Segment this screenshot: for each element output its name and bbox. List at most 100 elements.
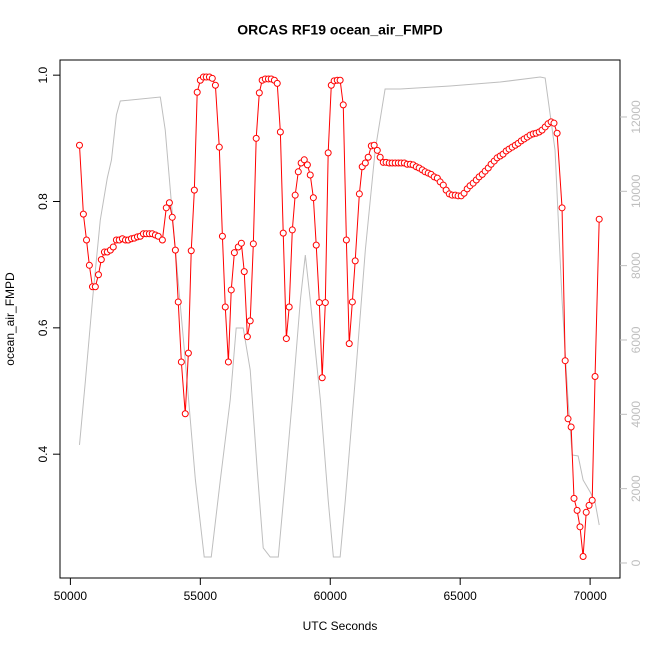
data-point xyxy=(579,553,587,561)
data-point xyxy=(187,247,195,255)
data-point xyxy=(91,283,99,291)
data-point xyxy=(279,229,287,237)
data-point xyxy=(193,88,201,96)
data-point xyxy=(306,171,314,179)
data-point xyxy=(158,236,166,244)
data-point xyxy=(312,241,320,249)
data-point xyxy=(294,168,302,176)
data-point xyxy=(168,213,176,221)
data-point xyxy=(165,199,173,207)
data-point xyxy=(230,249,238,257)
data-point xyxy=(171,246,179,254)
data-point xyxy=(345,340,353,348)
data-point xyxy=(595,215,603,223)
data-point xyxy=(370,141,378,149)
data-point xyxy=(564,415,572,423)
data-point xyxy=(255,89,263,97)
data-point xyxy=(355,190,363,198)
data-point xyxy=(376,153,384,161)
data-point xyxy=(315,299,323,307)
data-point xyxy=(336,76,344,84)
data-point xyxy=(582,508,590,516)
data-point xyxy=(215,143,223,151)
data-point xyxy=(273,79,281,87)
y2-tick-label: 12000 xyxy=(629,100,643,134)
y2-tick-label: 2000 xyxy=(629,475,643,502)
x-tick-label: 55000 xyxy=(184,589,218,603)
data-point xyxy=(174,298,182,306)
data-point xyxy=(561,357,569,365)
y-tick-label: 0.6 xyxy=(36,319,50,336)
y-axis-label: ocean_air_FMPD xyxy=(3,272,17,366)
data-point xyxy=(85,261,93,269)
data-point xyxy=(373,146,381,154)
data-point xyxy=(339,101,347,109)
y-tick-label: 1.0 xyxy=(36,66,50,83)
data-point xyxy=(588,496,596,504)
data-point xyxy=(79,210,87,218)
plot-frame xyxy=(59,59,621,579)
data-point xyxy=(439,181,447,189)
data-point xyxy=(351,257,359,265)
data-point xyxy=(75,141,83,149)
series-line xyxy=(78,76,600,558)
data-point xyxy=(324,149,332,157)
data-point xyxy=(154,232,162,240)
data-point xyxy=(282,335,290,343)
data-point xyxy=(318,374,326,382)
data-point xyxy=(94,271,102,279)
y-tick-label: 0.4 xyxy=(36,446,50,463)
data-point xyxy=(211,81,219,89)
data-point xyxy=(570,494,578,502)
data-point xyxy=(246,317,254,325)
y2-tick-label: 8000 xyxy=(629,252,643,279)
data-point xyxy=(243,333,251,341)
y2-tick-label: 4000 xyxy=(629,401,643,428)
data-point xyxy=(249,240,257,248)
data-point xyxy=(573,506,581,514)
data-point xyxy=(300,156,308,164)
data-point xyxy=(550,119,558,127)
data-point xyxy=(181,410,189,418)
data-point xyxy=(240,268,248,276)
y2-tick-label: 6000 xyxy=(629,326,643,353)
data-point xyxy=(237,239,245,247)
data-point xyxy=(162,204,170,212)
data-point xyxy=(208,74,216,82)
data-point xyxy=(190,186,198,194)
data-point xyxy=(276,128,284,136)
chart-title: ORCAS RF19 ocean_air_FMPD xyxy=(237,22,442,38)
data-point xyxy=(591,372,599,380)
data-point xyxy=(177,358,185,366)
data-point xyxy=(348,298,356,306)
x-tick-label: 70000 xyxy=(573,589,607,603)
y2-tick-label: 0 xyxy=(629,559,643,566)
data-point xyxy=(252,134,260,142)
x-axis-label: UTC Seconds xyxy=(303,619,378,633)
data-point xyxy=(184,349,192,357)
data-point xyxy=(342,236,350,244)
x-tick-label: 50000 xyxy=(54,589,88,603)
data-point xyxy=(364,153,372,161)
data-point xyxy=(109,243,117,251)
data-point xyxy=(291,191,299,199)
data-point xyxy=(303,161,311,169)
x-tick-label: 65000 xyxy=(443,589,477,603)
data-point xyxy=(576,523,584,531)
data-point xyxy=(585,501,593,509)
data-point xyxy=(227,286,235,294)
data-point xyxy=(224,358,232,366)
data-point xyxy=(83,236,91,244)
y2-tick-label: 10000 xyxy=(629,174,643,208)
y-tick-label: 0.8 xyxy=(36,193,50,210)
data-point xyxy=(361,159,369,167)
data-point xyxy=(285,303,293,311)
data-point xyxy=(558,204,566,212)
data-point xyxy=(553,129,561,137)
data-point xyxy=(288,226,296,234)
data-point xyxy=(97,256,105,264)
data-point xyxy=(567,423,575,431)
